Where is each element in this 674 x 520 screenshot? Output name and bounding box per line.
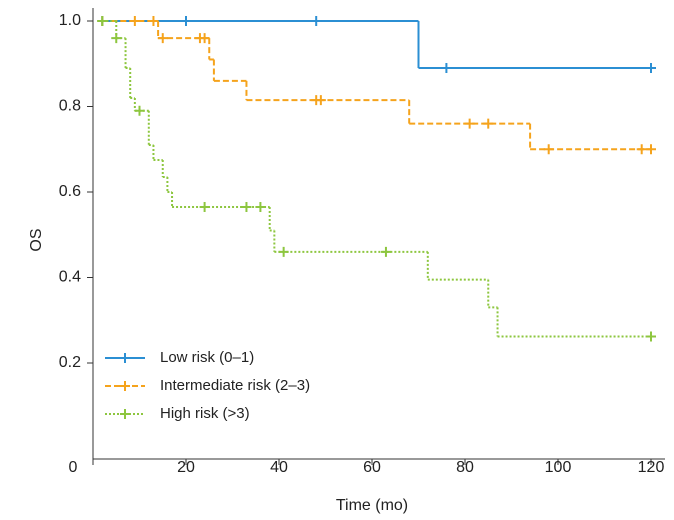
- x-tick-label: 120: [638, 459, 665, 476]
- x-tick-label: 80: [456, 459, 474, 476]
- censor-mark: [148, 16, 159, 26]
- censor-mark: [483, 118, 494, 129]
- y-tick-label: 0.2: [59, 354, 81, 371]
- y-tick-label: 0.8: [59, 98, 81, 115]
- y-tick-label: 0.4: [59, 269, 81, 286]
- censor-mark: [311, 16, 322, 26]
- censor-mark: [278, 246, 289, 257]
- censor-mark: [543, 144, 554, 155]
- legend-label: High risk (>3): [160, 405, 250, 422]
- x-tick-label: 20: [177, 459, 195, 476]
- y-tick-label: 1.0: [59, 12, 81, 29]
- legend-label: Intermediate risk (2–3): [160, 377, 310, 394]
- censor-mark: [646, 331, 656, 342]
- censor-mark: [199, 33, 210, 44]
- censor-mark: [199, 201, 210, 212]
- censor-mark: [464, 118, 475, 129]
- censor-mark: [441, 63, 452, 74]
- censor-mark: [129, 16, 140, 26]
- censor-mark: [111, 33, 122, 44]
- censor-mark: [255, 201, 266, 212]
- x-tick-label: 100: [545, 459, 572, 476]
- censor-mark: [646, 144, 656, 155]
- censor-mark: [97, 16, 108, 26]
- y-axis-label: OS: [28, 228, 45, 251]
- censor-mark: [380, 246, 391, 257]
- legend-label: Low risk (0–1): [160, 349, 254, 366]
- legend-marker: [120, 409, 130, 419]
- censor-mark: [134, 105, 145, 116]
- censor-mark: [157, 33, 168, 44]
- censor-mark: [315, 95, 326, 106]
- censor-mark: [646, 63, 656, 74]
- legend-marker: [120, 381, 130, 391]
- censor-mark: [241, 201, 252, 212]
- y-tick-label: 0.6: [59, 183, 81, 200]
- x-tick-label: 0: [69, 459, 78, 476]
- x-axis-label: Time (mo): [336, 497, 408, 514]
- legend-marker: [120, 353, 130, 363]
- x-tick-label: 60: [363, 459, 381, 476]
- censor-mark: [181, 16, 191, 26]
- censor-mark: [636, 144, 647, 155]
- x-tick-label: 40: [270, 459, 288, 476]
